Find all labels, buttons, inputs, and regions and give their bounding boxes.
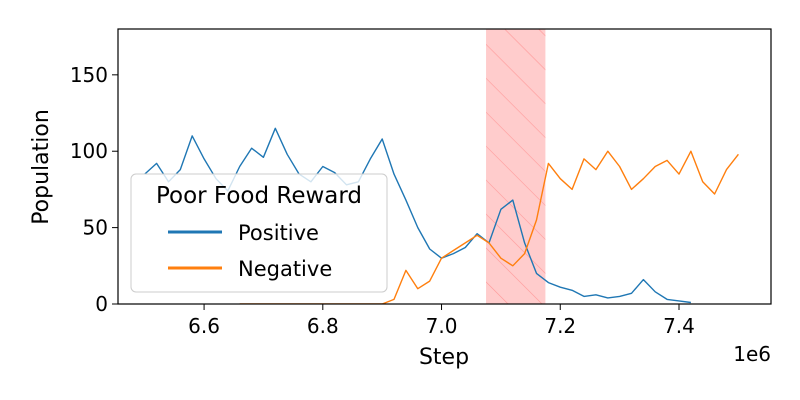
legend-box: [130, 173, 388, 293]
y-axis-ticks: 0 50 100 150: [70, 63, 118, 316]
legend: Poor Food Reward Positive Negative: [130, 173, 388, 293]
legend-label-negative: Negative: [238, 257, 332, 281]
y-axis-label: Population: [29, 109, 54, 225]
legend-label-positive: Positive: [238, 221, 319, 245]
x-tick-label: 6.8: [307, 314, 339, 338]
x-tick-label: 7.4: [663, 314, 695, 338]
x-tick-label: 6.6: [188, 314, 220, 338]
y-tick-label: 100: [70, 139, 108, 163]
plot-frame: [117, 28, 772, 305]
y-tick-label: 150: [70, 63, 108, 87]
shaded-region-group: [486, 29, 546, 304]
y-tick-label: 50: [83, 216, 108, 240]
shaded-region-hatch: [486, 29, 546, 304]
x-tick-label: 7.0: [426, 314, 458, 338]
x-axis-label: Step: [419, 345, 469, 370]
y-tick-label: 0: [95, 292, 108, 316]
x-axis-ticks: 6.6 6.8 7.0 7.2 7.4: [188, 304, 695, 338]
legend-title: Poor Food Reward: [156, 183, 362, 209]
x-tick-label: 7.2: [544, 314, 576, 338]
x-axis-offset-label: 1e6: [733, 342, 771, 366]
series-line-negative: [239, 150, 739, 304]
